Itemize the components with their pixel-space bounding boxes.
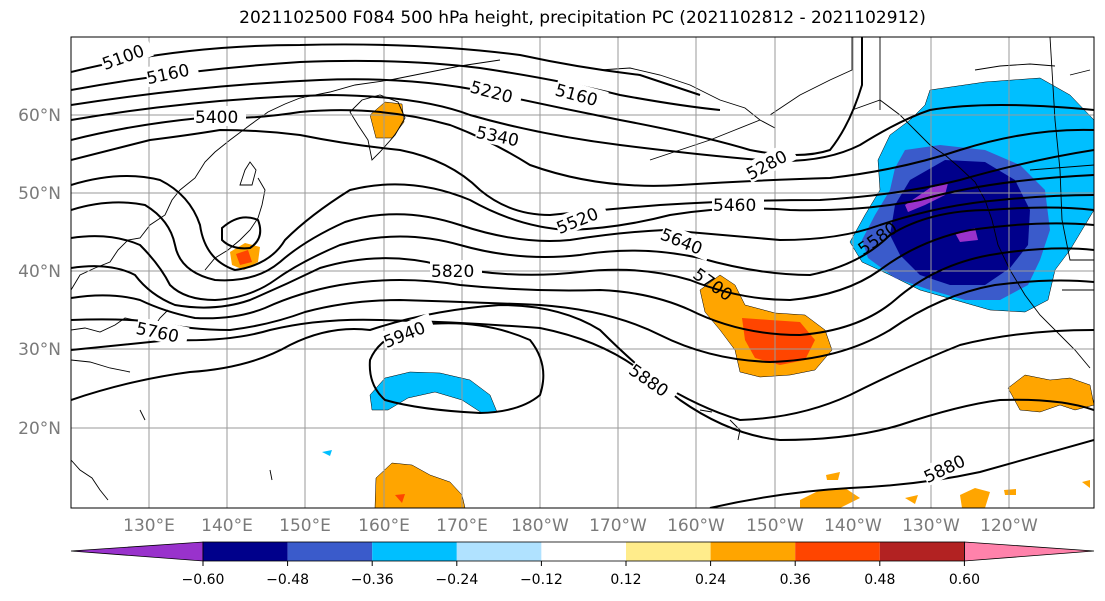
colorbar-tick-1: −0.60 [182,572,225,588]
pos-anomaly-east [1007,374,1094,413]
longitude-labels: 130°E 140°E 150°E 160°E 170°E 180°W 170°… [123,516,1038,536]
pos-anomaly-dot4 [1082,480,1090,488]
colorbar-tick-6: 0.12 [610,572,641,588]
colorbar-tick-2: −0.48 [266,572,309,588]
contour-low-ring [221,216,262,250]
colorbar-segment-5 [541,542,626,561]
precip-shading [230,77,1094,508]
colorbar-segment-2 [287,542,373,561]
height-contours [71,37,1094,508]
lon-label-130w: 130°W [902,516,960,536]
contour-5880-south [709,439,1094,508]
contour-5460 [71,174,1094,272]
lon-label-180w: 180°W [511,516,569,536]
contour-5280 [71,93,1094,162]
contour-5760 [71,279,1094,364]
lon-label-150e: 150°E [279,516,331,536]
lat-label-60n: 60°N [18,106,61,126]
pos-anomaly-southeast2 [960,488,990,508]
contour-label-5400: 5400 [195,108,238,128]
contour-label-5820: 5820 [431,262,474,282]
colorbar-segment-7 [710,542,796,561]
lon-label-170e: 170°E [436,516,488,536]
lat-label-40n: 40°N [18,262,61,282]
pos-anomaly-dot3 [1004,489,1016,495]
lon-label-140e: 140°E [201,516,253,536]
contour-5820 [71,318,1094,422]
neg-anomaly-dot [322,450,332,456]
colorbar-segment-3 [372,542,457,561]
contour-5580 [71,206,1094,302]
lon-label-160w: 160°W [667,516,725,536]
pos-anomaly-dot2 [905,495,918,504]
contour-5640 [71,222,1094,309]
coastlines [71,37,1094,501]
map-title: 2021102500 F084 500 hPa height, precipit… [239,8,926,28]
colorbar-tick-4: −0.24 [435,572,478,588]
contour-5160 [71,59,721,111]
contour-5700 [71,247,1094,337]
contour-5400 [71,128,1094,217]
lon-label-120w: 120°W [980,516,1038,536]
lon-label-170w: 170°W [589,516,647,536]
pos-anomaly-japan-red [236,250,252,265]
lon-label-140w: 140°W [824,516,882,536]
contour-5520 [71,194,1094,282]
colorbar-segment-8 [795,542,880,561]
colorbar-segment-4 [456,542,542,561]
colorbar: −0.60 −0.48 −0.36 −0.24 −0.12 0.12 0.24 … [70,541,1095,588]
colorbar-tick-8: 0.36 [780,572,811,588]
colorbar-tick-9: 0.48 [864,572,895,588]
colorbar-extend-max [964,541,1095,562]
pos-anomaly-dot1 [826,472,840,480]
pos-anomaly-south-red [395,494,405,503]
latitude-labels: 60°N 50°N 40°N 30°N 20°N [18,106,61,439]
lon-label-150w: 150°W [746,516,804,536]
pos-anomaly-southeast1 [800,488,860,508]
lat-label-50n: 50°N [18,184,61,204]
colorbar-tick-10: 0.60 [949,572,980,588]
neg-anomaly-purple2 [955,228,978,242]
colorbar-segment-9 [879,542,965,561]
pos-anomaly-red [742,318,815,365]
colorbar-segment-6 [626,542,711,561]
contour-5220 [71,37,863,156]
colorbar-extend-min [70,541,204,562]
contour-label-5460: 5460 [713,196,756,216]
lat-label-20n: 20°N [18,419,61,439]
colorbar-segment-1 [203,542,288,561]
lon-label-130e: 130°E [123,516,175,536]
map-border [70,36,1095,509]
colorbar-tick-7: 0.24 [695,572,726,588]
colorbar-tick-3: −0.36 [351,572,394,588]
lat-label-30n: 30°N [18,340,61,360]
colorbar-outline [202,541,965,562]
colorbar-tick-5: −0.12 [520,572,563,588]
contour-5880 [71,303,1094,442]
contour-5100 [71,43,701,96]
lon-label-160e: 160°E [358,516,410,536]
